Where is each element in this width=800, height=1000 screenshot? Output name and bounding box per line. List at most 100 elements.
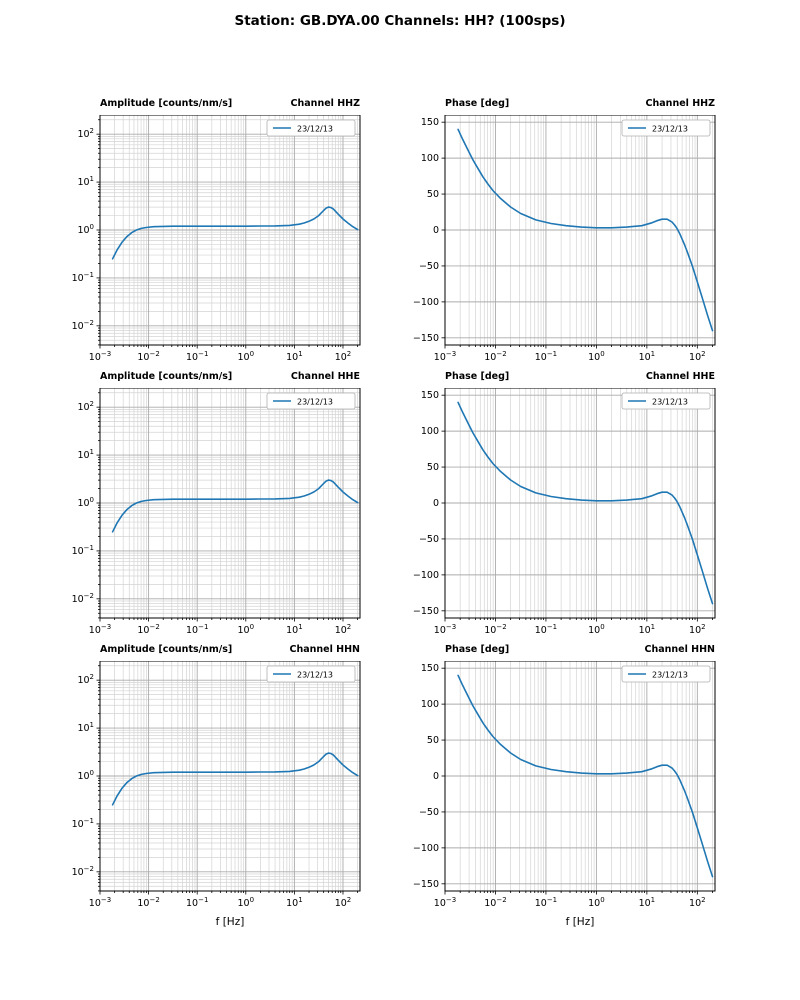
- legend-label: 23/12/13: [297, 398, 333, 407]
- tick-label: 101: [77, 175, 94, 188]
- phase-plot-hhn: 10−3 10−2 10−1 100 101 102 150 100 50 0 −50 −100 −15…: [413, 661, 716, 909]
- tick-label: 10−2: [72, 319, 94, 332]
- subplot-phase-hhz: Phase [deg] Channel HHZ 10−3 10−2 10−1 100 1…: [387, 93, 729, 371]
- tick-label: 10−2: [484, 350, 506, 363]
- tick-label: 10−2: [484, 896, 506, 909]
- tick-label: 101: [77, 721, 94, 734]
- amplitude-axis-title: Amplitude [counts/nm/s]: [100, 644, 233, 655]
- axes-frame: [99, 115, 361, 346]
- subplot-phase-hhn: Phase [deg] Channel HHN 10−3 10−2 10−1 100 1…: [387, 639, 729, 917]
- tick-label: 10−2: [137, 896, 159, 909]
- tick-label: 150: [421, 117, 439, 128]
- response-curve: [111, 479, 359, 533]
- tick-label: 101: [77, 448, 94, 461]
- axis-ticks: [96, 665, 359, 895]
- tick-label: 10−3: [89, 896, 111, 909]
- channel-title-hhn: Channel HHN: [644, 644, 715, 655]
- tick-label: 10−3: [434, 623, 456, 636]
- tick-label: 150: [421, 663, 439, 674]
- tick-label: 102: [77, 400, 94, 413]
- axes-frame: [444, 661, 716, 892]
- tick-label: 10−1: [72, 544, 94, 557]
- legend: 23/12/13: [621, 392, 711, 410]
- tick-label: 10−1: [535, 896, 557, 909]
- tick-label: 10−1: [535, 623, 557, 636]
- response-curve: [457, 128, 714, 332]
- phase-plot-hhz: 10−3 10−2 10−1 100 101 102 150 100 50 0 −50 −100 −15…: [413, 115, 716, 363]
- tick-label: 10−2: [72, 592, 94, 605]
- tick-label: 102: [335, 350, 352, 363]
- subplot-phase-hhe: Phase [deg] Channel HHE 10−3 10−2 10−1 100 1…: [387, 366, 729, 644]
- tick-label: −150: [413, 879, 439, 890]
- tick-label: 101: [286, 896, 303, 909]
- tick-label: 102: [335, 896, 352, 909]
- subplot-amplitude-hhe: Amplitude [counts/nm/s] Channel HHE 10−3…: [42, 366, 374, 644]
- tick-label: 10−2: [484, 623, 506, 636]
- channel-title-hhe: Channel HHE: [645, 371, 715, 382]
- tick-label: 10−2: [137, 350, 159, 363]
- tick-label: 10−2: [137, 623, 159, 636]
- tick-label: 102: [77, 127, 94, 140]
- tick-label: 150: [421, 390, 439, 401]
- tick-label: 10−2: [72, 865, 94, 878]
- tick-label: 100: [421, 699, 439, 710]
- axis-ticks: [441, 667, 713, 895]
- legend-label: 23/12/13: [297, 671, 333, 680]
- tick-label: 100: [77, 769, 94, 782]
- phase-plot-hhe: 10−3 10−2 10−1 100 101 102 150 100 50 0 −50 −100 −15…: [413, 388, 716, 636]
- response-curve: [457, 401, 714, 605]
- tick-label: 10−1: [72, 271, 94, 284]
- tick-label: 102: [335, 623, 352, 636]
- tick-label: 100: [421, 153, 439, 164]
- response-curve: [111, 206, 359, 260]
- phase-axis-title: Phase [deg]: [445, 98, 510, 109]
- tick-label: 101: [639, 623, 656, 636]
- axes-frame: [99, 661, 361, 892]
- amplitude-plot-hhz: 10−3 10−2 10−1 100 101 102 10−2 10−1 100 101 102 23…: [72, 115, 361, 363]
- channel-title-hhn: Channel HHN: [289, 644, 360, 655]
- tick-label: 50: [427, 735, 439, 746]
- legend: 23/12/13: [621, 665, 711, 683]
- major-grid: [444, 661, 715, 891]
- tick-label: 10−1: [186, 623, 208, 636]
- tick-label: 10−3: [89, 350, 111, 363]
- tick-label: 100: [77, 496, 94, 509]
- channel-title-hhz: Channel HHZ: [290, 98, 360, 109]
- tick-label: 102: [689, 623, 706, 636]
- tick-label: −100: [413, 570, 439, 581]
- legend: 23/12/13: [266, 665, 356, 683]
- channel-title-hhe: Channel HHE: [290, 371, 360, 382]
- axes-frame: [99, 388, 361, 619]
- amplitude-plot-hhe: 10−3 10−2 10−1 100 101 102 10−2 10−1 100 101 102 23…: [72, 388, 361, 636]
- legend-label: 23/12/13: [652, 125, 688, 134]
- tick-label: 102: [77, 673, 94, 686]
- tick-label: 100: [421, 426, 439, 437]
- tick-label: −100: [413, 843, 439, 854]
- tick-label: 10−3: [89, 623, 111, 636]
- tick-label: 0: [433, 225, 439, 236]
- major-grid: [99, 661, 360, 891]
- tick-label: 50: [427, 189, 439, 200]
- tick-label: 100: [238, 350, 255, 363]
- phase-axis-title: Phase [deg]: [445, 371, 510, 382]
- tick-label: 10−1: [72, 817, 94, 830]
- major-grid: [444, 388, 715, 618]
- tick-label: 50: [427, 462, 439, 473]
- axis-ticks: [441, 394, 713, 622]
- legend: 23/12/13: [621, 119, 711, 137]
- x-axis-label-phase: f [Hz]: [565, 916, 595, 928]
- response-curve: [457, 674, 714, 878]
- tick-label: 101: [286, 350, 303, 363]
- axis-ticks: [96, 392, 359, 622]
- tick-label: 100: [588, 896, 605, 909]
- major-grid: [99, 388, 360, 618]
- figure-title: Station: GB.DYA.00 Channels: HH? (100sps…: [234, 13, 566, 29]
- tick-label: 10−3: [434, 350, 456, 363]
- channel-title-hhz: Channel HHZ: [645, 98, 715, 109]
- tick-label: 101: [639, 896, 656, 909]
- tick-label: −50: [419, 534, 439, 545]
- tick-label: −50: [419, 807, 439, 818]
- x-axis-label-amplitude: f [Hz]: [215, 916, 245, 928]
- tick-label: 10−3: [434, 896, 456, 909]
